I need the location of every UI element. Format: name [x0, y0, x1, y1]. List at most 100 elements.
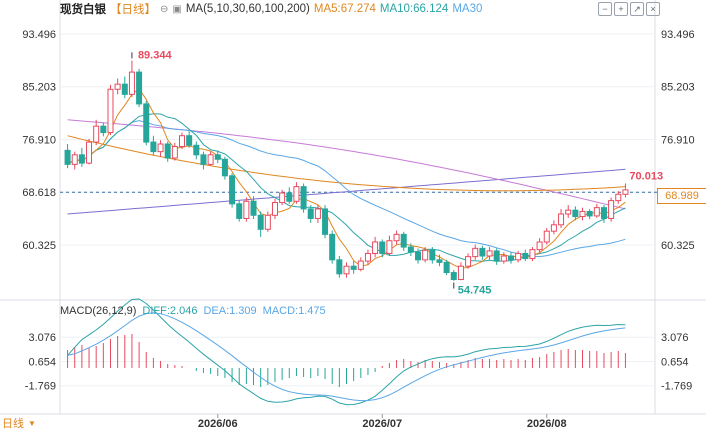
macd-value: MACD:1.475	[262, 305, 326, 317]
candle-body	[400, 233, 407, 248]
candle-body	[393, 233, 400, 242]
candle-body	[322, 208, 329, 235]
candle-body	[550, 224, 557, 232]
candle-body	[343, 265, 350, 275]
price-tick-right: 93.496	[661, 29, 695, 41]
minus-icon[interactable]: −	[598, 2, 612, 16]
candle-body	[422, 249, 429, 261]
candle-body	[150, 141, 157, 153]
candle-body	[171, 146, 178, 159]
candle-body	[543, 230, 550, 243]
candle-body	[128, 71, 135, 95]
candle-body	[429, 249, 436, 261]
candle-body	[193, 144, 200, 156]
candle-body	[500, 255, 507, 262]
price-tick-left: 68.618	[22, 187, 56, 199]
candle-body	[565, 209, 572, 215]
candle-body	[586, 210, 593, 217]
ma30-line	[67, 120, 626, 258]
candle-body	[329, 233, 336, 261]
candle-body	[457, 265, 464, 281]
symbol-name[interactable]: 现货白银	[60, 4, 106, 16]
macd-dea: DEA:1.309	[203, 305, 257, 317]
candle-body	[608, 200, 615, 219]
macd-tick-left: 0.654	[28, 356, 56, 368]
plus-icon[interactable]: +	[614, 2, 628, 16]
candle-body	[179, 135, 186, 148]
candle-body	[372, 241, 379, 254]
candle-body	[250, 200, 257, 216]
current-price-tag: 68.989	[657, 188, 706, 204]
price-tick-right: 60.325	[661, 240, 695, 252]
price-tick-left: 93.496	[22, 29, 56, 41]
candle-body	[164, 143, 171, 159]
candle-body	[200, 154, 207, 165]
ma-config: MA(5,10,30,60,100,200)	[185, 3, 310, 15]
candle-body	[100, 125, 107, 134]
candle-body	[558, 213, 565, 226]
candle-body	[136, 71, 143, 105]
caret-down-icon: ▼	[28, 418, 36, 428]
candle-body	[350, 265, 357, 270]
candle-body	[214, 154, 221, 160]
settings-gear-icon[interactable]: ⊖	[160, 3, 169, 15]
expand-icon[interactable]: ↗	[630, 2, 644, 16]
candle-body	[236, 203, 243, 219]
candle-body	[572, 209, 579, 218]
high-annotation: 89.344	[138, 49, 173, 61]
candle-body	[357, 260, 364, 270]
candle-body	[71, 154, 78, 165]
candle-body	[271, 202, 278, 216]
candle-body	[157, 143, 164, 153]
candle-body	[336, 259, 343, 275]
chart-header: 现货白银 【日线】 ⊖ ▣ MA(5,10,30,60,100,200) MA5…	[60, 1, 482, 17]
candle-body	[622, 189, 629, 195]
candle-body	[257, 214, 264, 230]
candle-body	[436, 259, 443, 263]
price-tick-right: 85.203	[661, 82, 695, 94]
candle-body	[536, 241, 543, 251]
candle-body	[529, 249, 536, 260]
candle-body	[472, 247, 479, 258]
candle-body	[78, 154, 85, 164]
close-icon[interactable]: ×	[646, 2, 660, 16]
price-tick-left: 85.203	[22, 82, 56, 94]
candle-body	[143, 103, 150, 143]
price-tick-left: 60.325	[22, 240, 56, 252]
candle-body	[107, 88, 114, 134]
candle-body	[186, 135, 193, 146]
candle-body	[407, 246, 414, 253]
ma30-value: MA30	[452, 3, 483, 15]
date-label: 2026/08	[527, 418, 567, 430]
candle-body	[615, 193, 622, 202]
candle-body	[579, 210, 586, 218]
candle-body	[386, 240, 393, 254]
candle-body	[600, 207, 607, 219]
macd-dea-line	[67, 312, 626, 402]
candle-body	[450, 272, 457, 281]
candle-body	[493, 250, 500, 262]
period-label[interactable]: 【日线】	[110, 4, 156, 16]
macd-tick-left: -1.769	[25, 381, 56, 393]
bottom-period-label: 日线	[2, 418, 24, 430]
candle-body	[465, 256, 472, 267]
candle-body	[593, 207, 600, 217]
macd-tick-right: 3.076	[661, 332, 689, 344]
candle-body	[264, 214, 271, 230]
candle-body	[114, 83, 121, 90]
candle-body	[479, 247, 486, 257]
candle-body	[364, 252, 371, 262]
bottom-period-selector[interactable]: 日线 ▼	[0, 414, 58, 432]
candle-body	[415, 251, 422, 261]
candle-body	[379, 241, 386, 254]
date-label: 2026/07	[362, 418, 402, 430]
ma10-line	[67, 113, 626, 262]
candle-body	[522, 252, 529, 260]
macd-tick-right: 0.654	[661, 356, 689, 368]
candle-body	[243, 200, 250, 219]
ma-toggle-icon[interactable]: ▣	[172, 3, 182, 15]
candle-body	[286, 192, 293, 202]
ma5-value: MA5:67.274	[313, 3, 376, 15]
macd-diff-line	[67, 298, 626, 406]
